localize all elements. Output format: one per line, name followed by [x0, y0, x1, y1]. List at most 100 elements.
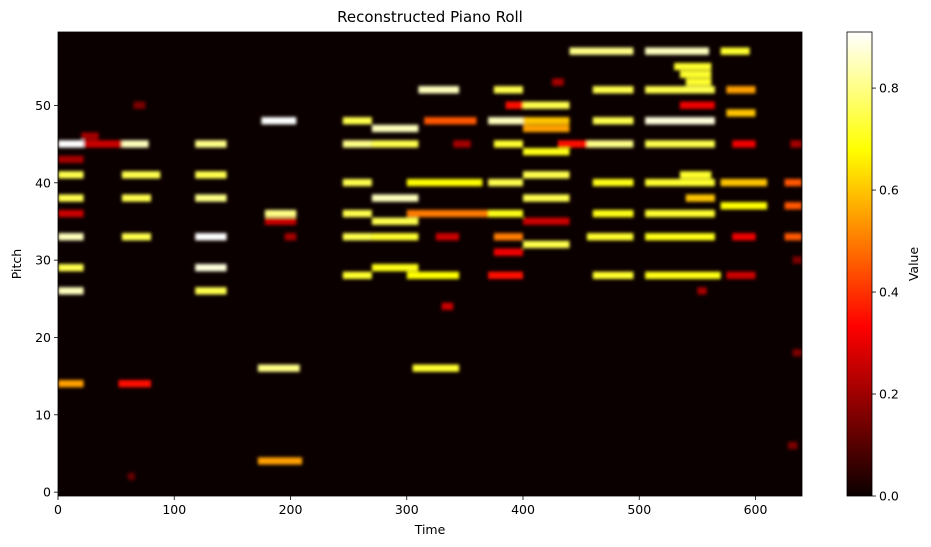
- note-cell: [523, 101, 570, 109]
- note-cell: [284, 233, 297, 241]
- x-axis-ticks: 0 100 200 300 400 500 600: [54, 496, 767, 517]
- note-cell: [418, 86, 460, 94]
- note-cell: [133, 101, 146, 109]
- note-cell: [592, 209, 634, 218]
- note-cell: [83, 140, 122, 148]
- note-cell: [493, 248, 523, 256]
- note-cell: [792, 256, 802, 264]
- note-cell: [58, 171, 84, 179]
- note-cell: [58, 194, 84, 202]
- note-cell: [424, 117, 477, 125]
- note-cell: [127, 472, 135, 481]
- note-cell: [645, 117, 715, 125]
- x-tick-label: 0: [54, 502, 62, 517]
- note-cell: [58, 264, 84, 272]
- note-cell: [435, 233, 460, 241]
- note-cell: [371, 217, 419, 225]
- note-cell: [195, 140, 227, 148]
- note-cell: [645, 209, 715, 218]
- note-cell: [523, 117, 570, 125]
- note-cell: [342, 178, 372, 187]
- note-cell: [488, 178, 523, 187]
- x-tick-label: 600: [744, 502, 768, 517]
- note-cell: [679, 101, 715, 109]
- note-cell: [406, 209, 489, 218]
- note-cell: [784, 178, 802, 187]
- note-cell: [342, 271, 372, 279]
- note-cell: [195, 194, 227, 202]
- note-cell: [58, 233, 84, 241]
- note-cell: [342, 140, 372, 148]
- note-cell: [645, 47, 709, 55]
- note-cell: [58, 380, 84, 388]
- note-cell: [732, 233, 756, 241]
- note-cell: [81, 132, 99, 140]
- y-tick-label: 30: [35, 253, 51, 268]
- note-cell: [732, 140, 756, 148]
- note-cell: [342, 233, 372, 241]
- note-cell: [697, 287, 707, 295]
- note-cell: [726, 109, 756, 117]
- note-cell: [195, 233, 227, 241]
- note-cells: [58, 47, 802, 481]
- note-cell: [523, 217, 570, 225]
- note-cell: [552, 78, 564, 86]
- note-cell: [488, 209, 523, 218]
- note-cell: [342, 209, 372, 218]
- note-cell: [493, 233, 523, 241]
- note-cell: [257, 457, 303, 465]
- colorbar-tick-label: 0.8: [879, 81, 899, 96]
- note-cell: [645, 140, 715, 148]
- note-cell: [505, 101, 529, 109]
- note-cell: [523, 194, 570, 202]
- note-cell: [726, 271, 756, 279]
- note-cell: [264, 217, 297, 225]
- note-cell: [257, 364, 300, 372]
- y-axis-label: Pitch: [9, 249, 24, 279]
- note-cell: [264, 209, 297, 218]
- note-cell: [261, 117, 297, 125]
- plot-background: [58, 32, 802, 496]
- note-cell: [645, 271, 721, 279]
- note-cell: [371, 194, 419, 202]
- note-cell: [121, 171, 161, 179]
- note-cell: [645, 86, 715, 94]
- x-tick-label: 400: [511, 502, 535, 517]
- note-cell: [371, 140, 419, 148]
- note-cell: [784, 202, 802, 210]
- colorbar-tick-label: 0.2: [879, 387, 899, 402]
- note-cell: [406, 178, 483, 187]
- note-cell: [685, 194, 715, 202]
- colorbar-tick-label: 0.4: [879, 285, 899, 300]
- y-axis-ticks: 0 10 20 30 40 50: [35, 98, 58, 500]
- y-tick-label: 10: [35, 407, 51, 422]
- note-cell: [371, 264, 419, 272]
- note-cell: [371, 233, 419, 241]
- note-cell: [720, 202, 768, 210]
- note-cell: [592, 178, 634, 187]
- note-cell: [121, 194, 151, 202]
- note-cell: [569, 47, 634, 55]
- note-cell: [58, 287, 84, 295]
- note-cell: [453, 140, 471, 148]
- note-cell: [493, 86, 523, 94]
- note-cell: [488, 271, 523, 279]
- x-axis-label: Time: [414, 522, 446, 537]
- note-cell: [121, 233, 151, 241]
- note-cell: [493, 140, 523, 148]
- note-cell: [195, 264, 227, 272]
- note-cell: [195, 287, 227, 295]
- note-cell: [371, 124, 419, 133]
- note-cell: [592, 86, 634, 94]
- note-cell: [523, 124, 570, 133]
- note-cell: [720, 47, 750, 55]
- note-cell: [679, 171, 712, 179]
- note-cell: [58, 155, 84, 163]
- chart-title: Reconstructed Piano Roll: [337, 8, 523, 26]
- note-cell: [523, 240, 570, 249]
- colorbar-ticks: 0.0 0.2 0.4 0.6 0.8: [872, 81, 899, 504]
- note-cell: [412, 364, 460, 372]
- note-cell: [58, 209, 84, 218]
- note-cell: [523, 171, 570, 179]
